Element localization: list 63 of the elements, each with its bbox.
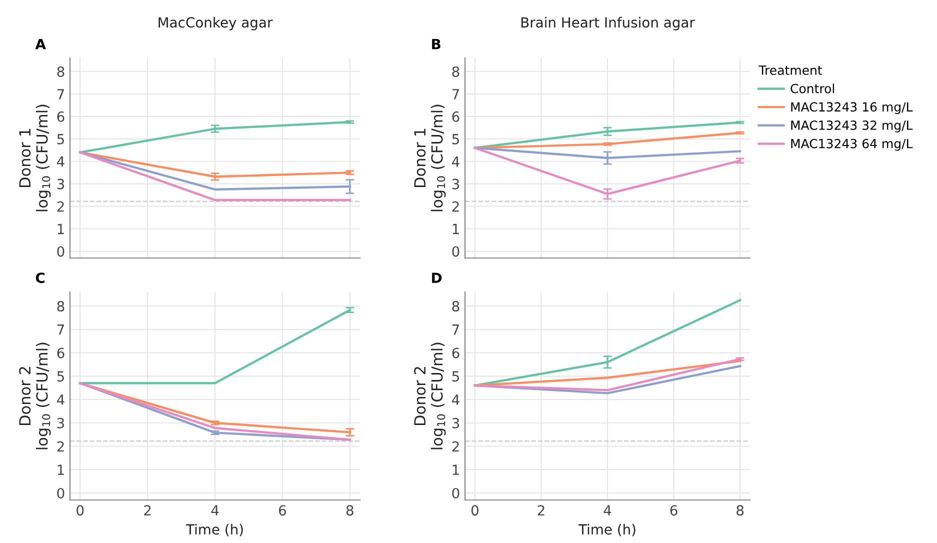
y-tick-label: 4	[452, 394, 460, 405]
y-tick-label: 3	[452, 178, 460, 190]
y-tick-label: 4	[452, 156, 460, 167]
y-tick-label: 8	[57, 66, 64, 77]
y-tick-label: 4	[56, 394, 64, 405]
text: C	[36, 272, 45, 284]
legend-label: Control	[790, 84, 834, 94]
x-tick-label: 2	[538, 505, 544, 516]
y-tick-label: 0	[57, 246, 64, 257]
y-tick-label: 3	[57, 178, 64, 190]
y-tick-label: 8	[57, 300, 64, 312]
text: A	[35, 38, 46, 50]
y-tick-label: 2	[452, 441, 459, 452]
y-tick-label: 1	[452, 464, 459, 475]
legend-label: MAC13243 64 mg/L	[791, 138, 913, 151]
text: D	[432, 272, 442, 283]
y-tick-label: 7	[452, 324, 459, 335]
y-tick-label: 2	[57, 441, 64, 452]
y-tick-label: 0	[452, 246, 460, 257]
y-tick-label: 5	[57, 371, 64, 382]
y-tick-label: 8	[452, 66, 460, 77]
x-tick-label: 2	[144, 505, 151, 516]
chart-title: Brain Heart Infusion agar	[521, 16, 695, 30]
y-tick-label: 0	[452, 488, 460, 498]
y-tick-label: 8	[452, 300, 460, 312]
y-tick-label: 5	[452, 371, 459, 382]
y-tick-label: 5	[452, 134, 459, 144]
y-axis-title: Donor 2 log$_{10}$ (CFU/ml)	[19, 342, 51, 450]
y-tick-label: 6	[452, 111, 460, 122]
chart-title: MacConkey agar	[158, 16, 273, 30]
x-tick-label: 0	[471, 505, 478, 516]
y-tick-label: 3	[57, 418, 64, 428]
legend-title: Treatment	[758, 66, 822, 75]
x-tick-label: 0	[76, 505, 84, 516]
y-tick-label: 2	[57, 201, 64, 212]
legend-label: MAC13243 16 mg/L	[791, 102, 913, 114]
y-tick-label: 6	[57, 348, 64, 358]
y-tick-label: 7	[57, 89, 64, 100]
y-tick-label: 2	[452, 201, 459, 212]
y-tick-label: 1	[58, 224, 64, 234]
x-axis-title: Time (h)	[186, 524, 243, 536]
y-tick-label: 0	[57, 488, 64, 498]
x-tick-label: 8	[736, 505, 744, 516]
y-axis-title: Donor 1 log$_{10}$ (CFU/ml)	[414, 104, 446, 212]
y-axis-title: Donor 1 log$_{10}$ (CFU/ml)	[19, 104, 51, 212]
y-tick-label: 6	[57, 111, 64, 122]
y-tick-label: 1	[452, 224, 459, 234]
x-axis-title: Time (h)	[578, 524, 636, 536]
x-tick-label: 4	[211, 505, 219, 516]
y-tick-label: 3	[452, 418, 460, 428]
y-tick-label: 7	[452, 89, 459, 100]
x-tick-label: 8	[346, 505, 354, 516]
x-tick-label: 4	[604, 505, 612, 516]
y-axis-title: Donor 2 log$_{10}$ (CFU/ml)	[414, 342, 446, 450]
y-tick-label: 6	[452, 348, 460, 358]
x-tick-label: 6	[278, 505, 286, 516]
y-tick-label: 7	[57, 324, 64, 335]
y-tick-label: 1	[58, 464, 64, 475]
y-tick-label: 5	[57, 134, 64, 144]
text: B	[432, 38, 440, 50]
x-tick-label: 6	[670, 505, 678, 516]
legend-label: MAC13243 32 mg/L	[791, 120, 913, 132]
y-tick-label: 4	[56, 156, 64, 167]
